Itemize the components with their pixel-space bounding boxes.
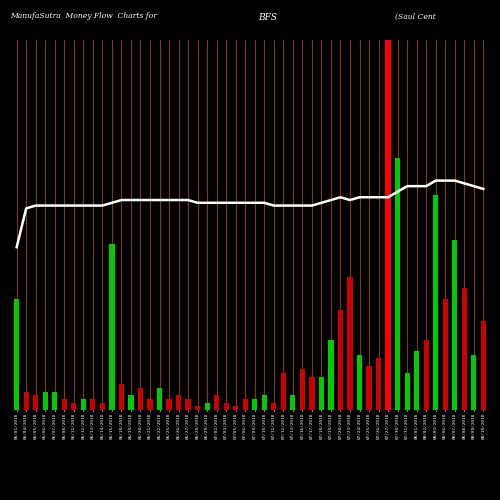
Text: BFS: BFS: [258, 12, 277, 22]
Bar: [290, 395, 296, 410]
Bar: [166, 399, 172, 410]
Bar: [62, 399, 67, 410]
Bar: [176, 395, 181, 410]
Bar: [452, 240, 458, 410]
Bar: [14, 299, 20, 410]
Bar: [319, 376, 324, 410]
Bar: [395, 158, 400, 410]
Bar: [262, 395, 267, 410]
Bar: [157, 388, 162, 410]
Bar: [480, 321, 486, 410]
Bar: [462, 288, 467, 410]
Bar: [252, 399, 258, 410]
Bar: [404, 373, 410, 410]
Bar: [33, 395, 38, 410]
Bar: [338, 310, 343, 410]
Bar: [385, 40, 392, 410]
Bar: [224, 402, 229, 410]
Bar: [310, 376, 314, 410]
Bar: [300, 370, 305, 410]
Bar: [138, 388, 143, 410]
Bar: [348, 277, 352, 410]
Bar: [204, 402, 210, 410]
Bar: [148, 399, 152, 410]
Bar: [433, 196, 438, 410]
Bar: [24, 392, 29, 410]
Bar: [100, 402, 105, 410]
Bar: [119, 384, 124, 410]
Bar: [471, 354, 476, 410]
Bar: [424, 340, 429, 410]
Text: ManufaSutra  Money Flow  Charts for: ManufaSutra Money Flow Charts for: [10, 12, 157, 20]
Bar: [80, 399, 86, 410]
Bar: [214, 395, 220, 410]
Bar: [271, 402, 276, 410]
Bar: [110, 244, 114, 410]
Bar: [186, 399, 190, 410]
Bar: [242, 399, 248, 410]
Bar: [357, 354, 362, 410]
Text: (Saul Cent: (Saul Cent: [395, 12, 436, 20]
Bar: [233, 406, 238, 410]
Bar: [128, 395, 134, 410]
Bar: [195, 406, 200, 410]
Bar: [280, 373, 286, 410]
Bar: [52, 392, 58, 410]
Bar: [442, 299, 448, 410]
Bar: [71, 402, 76, 410]
Bar: [42, 392, 48, 410]
Bar: [328, 340, 334, 410]
Bar: [376, 358, 381, 410]
Bar: [414, 351, 420, 410]
Bar: [366, 366, 372, 410]
Bar: [90, 399, 96, 410]
